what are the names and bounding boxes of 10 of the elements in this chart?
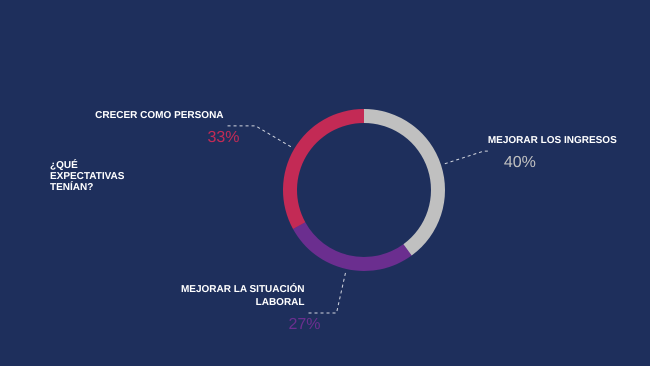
slice-label: MEJORAR LA SITUACIÓN LABORAL xyxy=(180,282,305,308)
data-label: 33% xyxy=(208,128,240,146)
data-label: 27% xyxy=(288,316,321,333)
slice-label: MEJORAR LOS INGRESOS xyxy=(488,135,618,146)
donut-slice xyxy=(364,109,445,256)
donut-slice xyxy=(283,109,364,230)
data-label: 40% xyxy=(504,154,536,172)
donut-slice xyxy=(293,222,412,271)
text: ¿QUÉ EXPECTATIVAS TENÍAN? xyxy=(50,159,125,193)
slice-label: CRECER COMO PERSONA xyxy=(95,110,224,121)
